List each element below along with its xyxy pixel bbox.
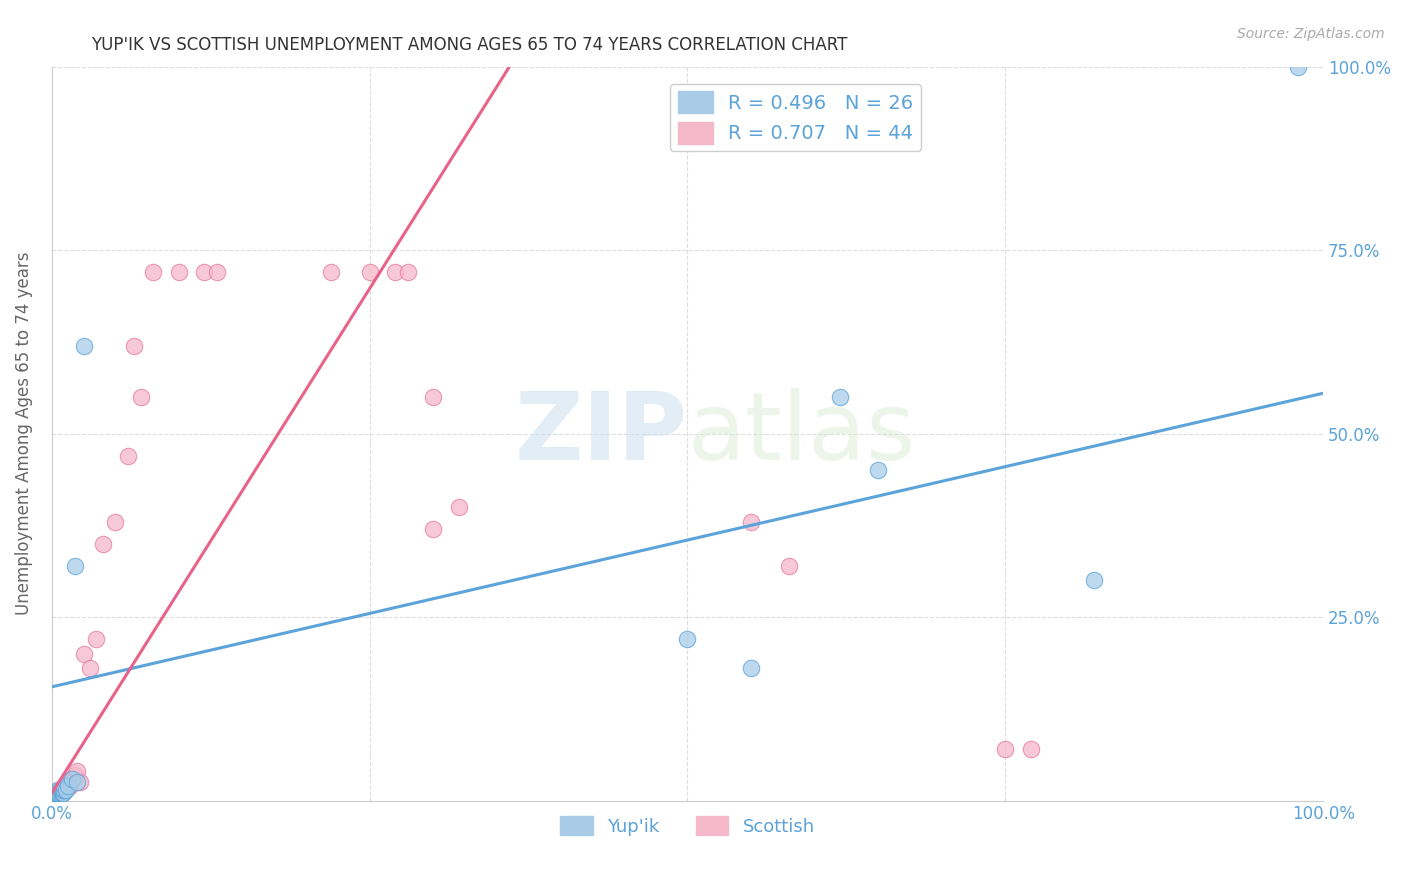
Point: [994, 742, 1017, 756]
Point: [66, 764, 89, 779]
Point: [51, 786, 73, 800]
Point: [60, 772, 83, 786]
Point: [205, 265, 228, 279]
Point: [45, 786, 67, 800]
Point: [46, 782, 69, 797]
Point: [66, 775, 89, 789]
Point: [79, 661, 101, 675]
Point: [142, 265, 165, 279]
Point: [53, 782, 76, 797]
Point: [58, 775, 80, 789]
Legend: R = 0.496   N = 26, R = 0.707   N = 44: R = 0.496 N = 26, R = 0.707 N = 44: [669, 84, 921, 152]
Point: [193, 265, 215, 279]
Point: [69, 775, 91, 789]
Point: [63, 768, 86, 782]
Point: [58, 779, 80, 793]
Point: [104, 515, 127, 529]
Point: [48, 786, 70, 800]
Point: [72, 338, 94, 352]
Point: [52, 782, 75, 797]
Point: [48, 786, 70, 800]
Point: [51, 782, 73, 797]
Point: [60, 772, 83, 786]
Point: [56, 779, 79, 793]
Point: [53, 779, 76, 793]
Point: [384, 265, 406, 279]
Point: [124, 338, 146, 352]
Point: [46, 782, 69, 797]
Point: [52, 786, 75, 800]
Point: [91, 537, 114, 551]
Point: [55, 779, 77, 793]
Point: [359, 265, 381, 279]
Point: [828, 390, 851, 404]
Point: [676, 632, 699, 647]
Point: [447, 500, 470, 514]
Point: [46, 786, 69, 800]
Point: [51, 786, 73, 800]
Point: [84, 632, 107, 647]
Point: [117, 449, 139, 463]
Point: [58, 779, 80, 793]
Point: [422, 522, 444, 536]
Point: [45, 786, 67, 800]
Point: [422, 390, 444, 404]
Text: YUP'IK VS SCOTTISH UNEMPLOYMENT AMONG AGES 65 TO 74 YEARS CORRELATION CHART: YUP'IK VS SCOTTISH UNEMPLOYMENT AMONG AG…: [91, 36, 848, 54]
Point: [129, 390, 152, 404]
Point: [1286, 60, 1309, 74]
Point: [167, 265, 190, 279]
Point: [49, 786, 72, 800]
Point: [46, 786, 69, 800]
Point: [45, 786, 67, 800]
Point: [72, 647, 94, 661]
Point: [63, 558, 86, 573]
Point: [740, 661, 762, 675]
Point: [44, 786, 66, 800]
Point: [321, 265, 343, 279]
Text: ZIP: ZIP: [515, 388, 688, 480]
Point: [1083, 574, 1105, 588]
Point: [49, 782, 72, 797]
Point: [53, 782, 76, 797]
Text: Source: ZipAtlas.com: Source: ZipAtlas.com: [1237, 27, 1385, 41]
Point: [52, 782, 75, 797]
Point: [740, 515, 762, 529]
Point: [49, 786, 72, 800]
Y-axis label: Unemployment Among Ages 65 to 74 years: Unemployment Among Ages 65 to 74 years: [15, 252, 32, 615]
Point: [396, 265, 419, 279]
Text: atlas: atlas: [688, 388, 915, 480]
Point: [1019, 742, 1042, 756]
Point: [55, 782, 77, 797]
Point: [51, 782, 73, 797]
Point: [52, 786, 75, 800]
Point: [59, 775, 82, 789]
Point: [868, 463, 890, 477]
Point: [45, 786, 67, 800]
Point: [778, 558, 800, 573]
Point: [44, 786, 66, 800]
